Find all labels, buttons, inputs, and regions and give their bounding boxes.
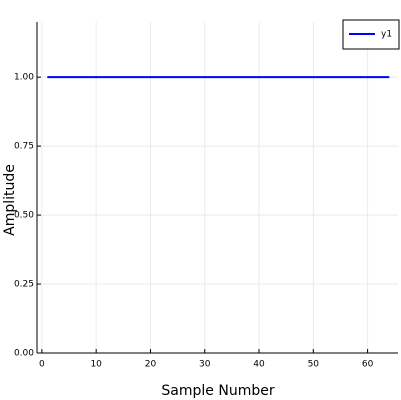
x-tick-label: 40	[253, 360, 265, 370]
x-tick-label: 60	[362, 360, 374, 370]
x-axis-label: Sample Number	[161, 383, 274, 399]
x-tick-label: 20	[145, 360, 157, 370]
y-tick-label: 0.50	[14, 211, 34, 221]
x-tick-label: 50	[308, 360, 320, 370]
y-tick-label: 1.00	[14, 73, 34, 83]
y-tick-label: 0.75	[14, 142, 34, 152]
x-tick-label: 30	[199, 360, 211, 370]
legend-label: y1	[381, 30, 392, 40]
x-tick-label: 0	[39, 360, 45, 370]
x-tick-label: 10	[90, 360, 102, 370]
y-tick-label: 0.00	[14, 349, 34, 359]
y-axis-label: Amplitude	[2, 164, 18, 236]
y-tick-label: 0.25	[14, 280, 34, 290]
